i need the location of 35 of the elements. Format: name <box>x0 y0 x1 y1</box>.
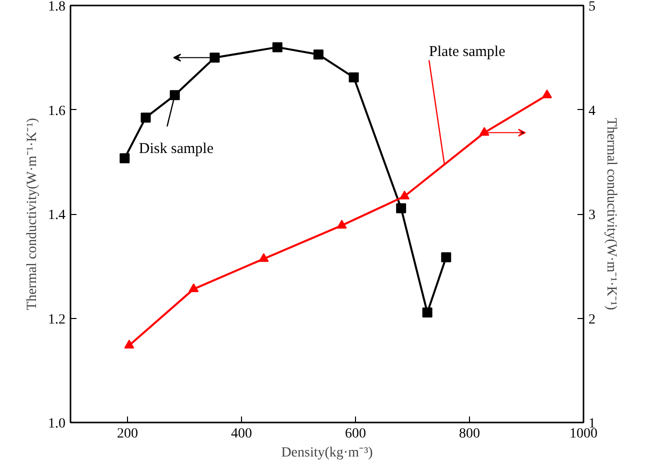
x-tick-label: 400 <box>231 426 252 442</box>
y2-tick-label: 4 <box>588 104 596 119</box>
point <box>313 50 324 60</box>
x-tick-label: 600 <box>345 426 366 442</box>
y-tick-label: 1.8 <box>48 0 66 14</box>
point <box>422 308 432 318</box>
point <box>441 252 452 262</box>
point <box>170 90 180 100</box>
x-tick-label: 800 <box>459 426 480 442</box>
y2-tick-label: 5 <box>588 0 596 14</box>
annotation: Disk sample <box>138 141 214 158</box>
point <box>348 72 359 82</box>
x-axis-title: Density(kg·m⁻³) <box>281 446 374 460</box>
point <box>336 220 347 229</box>
annotation: Plate sample <box>429 44 506 60</box>
point <box>479 126 490 136</box>
point <box>188 283 199 292</box>
point <box>396 203 406 214</box>
y-tick-label: 1.2 <box>48 312 66 328</box>
point <box>140 112 151 123</box>
point <box>258 253 269 262</box>
y2-axis-title: Thermal conductivity(W·m⁻¹·K⁻¹) <box>604 118 618 310</box>
y-tick-label: 1.0 <box>48 416 66 432</box>
y2-tick-label: 2 <box>588 312 596 328</box>
point <box>272 42 282 52</box>
point <box>542 89 552 98</box>
y-axis-title: Thermal conductivity(W·m⁻¹·K⁻¹) <box>25 118 40 310</box>
point <box>120 153 130 164</box>
y2-tick-label: 3 <box>588 208 596 223</box>
point <box>400 190 410 200</box>
point <box>210 52 220 63</box>
y-tick-label: 1.6 <box>48 104 66 119</box>
y-tick-label: 1.4 <box>48 208 66 223</box>
x-tick-label: 200 <box>117 426 138 442</box>
point <box>124 340 134 348</box>
